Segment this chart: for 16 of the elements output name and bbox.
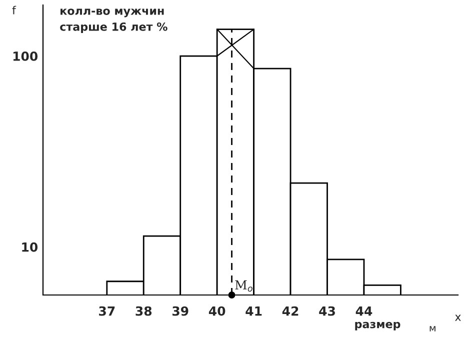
text: размер bbox=[355, 322, 400, 330]
x-tick-label: 39 bbox=[172, 306, 188, 316]
ref-line-label: M$_{o}$ bbox=[235, 280, 252, 292]
x-tick-label: 44 bbox=[356, 306, 372, 316]
x-axis-title: x bbox=[455, 314, 461, 321]
x-tick-label: 38 bbox=[136, 306, 152, 316]
annotation: колл-во мужчин старше 16 лет % bbox=[60, 8, 168, 34]
y-tick-label: 10 bbox=[22, 242, 38, 252]
x-tick-label: 43 bbox=[319, 306, 335, 316]
y-axis-title: f bbox=[12, 6, 16, 14]
x-tick-label: 41 bbox=[246, 306, 262, 316]
text: м bbox=[430, 326, 436, 332]
x-tick-label: 40 bbox=[208, 306, 226, 316]
y-tick-label: 100 bbox=[13, 51, 38, 61]
x-tick-label: 42 bbox=[282, 306, 298, 316]
x-tick-label: 37 bbox=[99, 306, 115, 316]
